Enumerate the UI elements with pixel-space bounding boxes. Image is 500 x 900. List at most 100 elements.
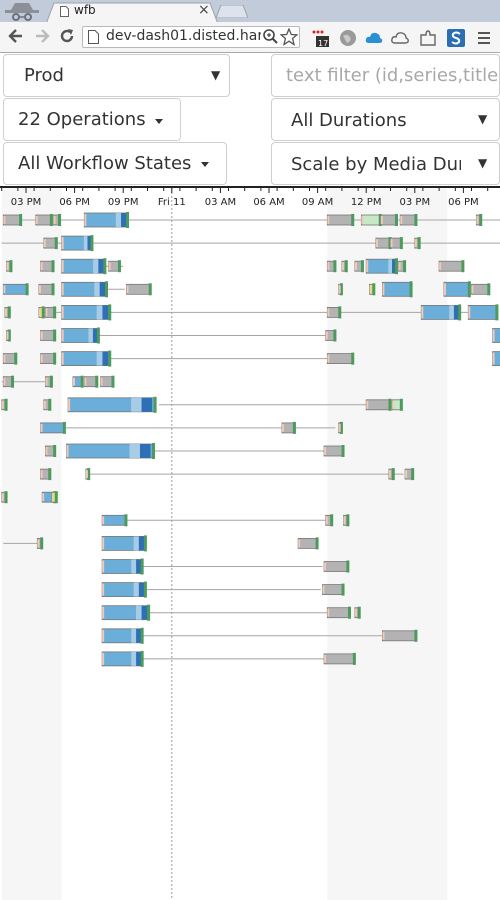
cloud-outline-icon[interactable] <box>390 28 410 48</box>
durations-select[interactable] <box>271 98 500 141</box>
operation-start-marker <box>37 539 40 548</box>
operation-start-marker <box>338 423 341 432</box>
menu-icon[interactable] <box>474 28 494 48</box>
workflow-operation-bar <box>322 584 344 595</box>
workflow-operation-bar <box>399 214 417 226</box>
workflow-states-dropdown-label: All Workflow States <box>18 153 192 174</box>
operation-start-marker <box>443 283 446 296</box>
workflow-states-caret-icon <box>201 162 209 167</box>
operation-start-marker <box>61 237 64 250</box>
operation-subsegment <box>136 559 142 574</box>
time-tick-label: 06 PM <box>59 197 90 208</box>
operation-state-marker <box>388 398 392 411</box>
operations-dropdown-button[interactable] <box>3 98 181 141</box>
operation-start-marker <box>38 308 41 317</box>
time-tick-label: 03 PM <box>400 197 431 208</box>
operation-start-marker <box>38 285 41 294</box>
operation-state-marker <box>339 283 343 296</box>
operation-state-marker <box>108 304 112 321</box>
operation-state-marker <box>53 445 57 457</box>
page-icon <box>88 30 99 44</box>
bookmark-star-icon[interactable] <box>280 28 298 46</box>
workflow-operation-bar <box>323 445 344 457</box>
operation-state-marker <box>417 237 421 250</box>
operation-subsegment <box>87 236 92 251</box>
text-filter-input[interactable] <box>271 54 500 97</box>
address-bar[interactable] <box>82 26 300 48</box>
operation-subsegment <box>449 305 454 320</box>
operation-state-marker <box>48 398 52 411</box>
operation-state-marker <box>315 537 319 550</box>
operation-subsegment <box>136 628 142 643</box>
operation-start-marker <box>43 239 46 248</box>
operation-state-marker <box>348 606 351 619</box>
zoom-icon[interactable] <box>262 28 278 46</box>
workflow-operation-bar <box>381 281 412 297</box>
workflow-operation-bar <box>323 561 349 572</box>
puzzle-extension-icon[interactable] <box>418 28 438 48</box>
operation-start-marker <box>375 239 378 248</box>
workflow-operation-bar <box>326 214 354 226</box>
night-shade <box>1 188 62 900</box>
operation-state-marker <box>372 283 376 296</box>
operation-start-marker <box>366 260 369 273</box>
workflow-states-dropdown-button[interactable] <box>3 142 227 185</box>
operation-subsegment <box>94 282 100 297</box>
tab-close-icon[interactable]: × <box>198 2 210 18</box>
operation-start-marker <box>53 216 56 224</box>
workflow-operation-bar <box>2 214 22 226</box>
forward-arrow-icon[interactable] <box>33 26 51 46</box>
back-arrow-icon[interactable] <box>7 26 25 46</box>
environment-select[interactable] <box>3 54 230 97</box>
reload-icon[interactable] <box>58 26 76 46</box>
s-extension-icon[interactable] <box>446 28 466 48</box>
operation-state-marker <box>388 237 392 250</box>
operation-start-marker <box>84 214 87 226</box>
operation-start-marker <box>108 262 111 271</box>
page-favicon-icon <box>60 6 69 17</box>
operation-start-marker <box>45 377 48 386</box>
cloud-extension-icon[interactable] <box>364 28 384 48</box>
operation-state-marker <box>409 281 413 298</box>
operation-state-marker <box>14 352 18 365</box>
operation-start-marker <box>102 516 105 525</box>
operation-subsegment <box>133 536 139 551</box>
workflow-operation-bar <box>326 353 354 365</box>
workflow-operation-bar <box>2 283 29 295</box>
operation-state-marker <box>117 260 121 273</box>
operation-state-marker <box>40 537 44 550</box>
operation-start-marker <box>325 331 328 340</box>
time-tick-label: Fri 11 <box>158 197 186 208</box>
globe-extension-icon[interactable] <box>338 28 358 48</box>
operation-start-marker <box>343 516 346 525</box>
operation-start-marker <box>322 585 325 594</box>
operation-state-marker <box>108 350 112 367</box>
workflow-operation-bar <box>40 422 66 434</box>
operation-state-marker <box>96 327 100 344</box>
browser-tab[interactable] <box>46 2 218 24</box>
workflow-operation-bar <box>375 237 391 249</box>
time-tick-label: 03 AM <box>205 197 236 208</box>
operation-state-marker <box>351 352 355 365</box>
scale-select[interactable] <box>271 142 500 185</box>
operation-state-marker <box>9 260 13 273</box>
operation-start-marker <box>6 331 9 340</box>
operation-start-marker <box>102 537 105 550</box>
calendar-extension-icon[interactable] <box>310 28 330 48</box>
operation-start-marker <box>298 539 301 548</box>
operation-state-marker <box>338 306 342 319</box>
scale-select-value: Scale by Media Duration <box>291 154 461 175</box>
durations-select-value: All Durations <box>291 110 407 131</box>
new-tab-button[interactable] <box>216 5 248 18</box>
operation-start-marker <box>40 262 43 271</box>
operation-state-marker <box>330 514 334 527</box>
operation-state-marker <box>53 306 57 319</box>
operation-start-marker <box>324 562 327 571</box>
workflow-operation-bar <box>38 283 54 295</box>
operation-subsegment <box>131 397 142 412</box>
time-tick-label: 03 PM <box>11 197 42 208</box>
operation-subsegment <box>141 605 148 620</box>
operation-state-marker <box>53 329 57 342</box>
operation-state-marker <box>140 650 144 667</box>
operation-start-marker <box>40 354 43 363</box>
